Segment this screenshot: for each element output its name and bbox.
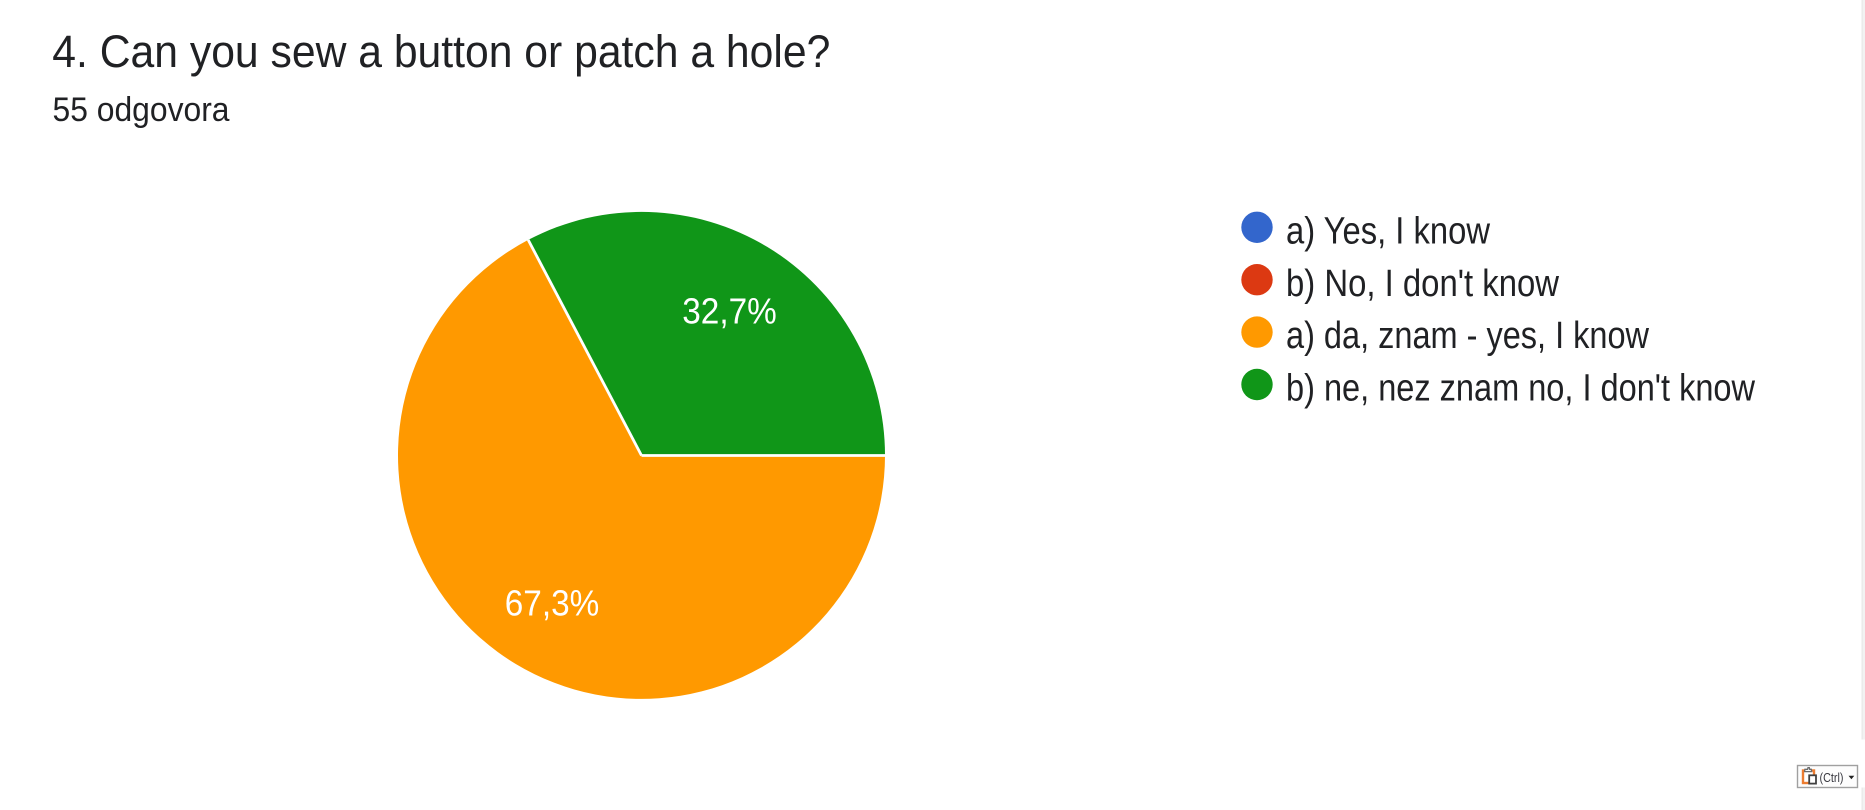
svg-text:4. Can you sew a button or pat: 4. Can you sew a button or patch a hole? <box>52 26 830 77</box>
svg-text:55 odgovora: 55 odgovora <box>53 91 230 129</box>
svg-text:a) da, znam - yes, I know: a) da, znam - yes, I know <box>1286 315 1649 357</box>
svg-text:32,7%: 32,7% <box>682 291 777 332</box>
svg-text:67,3%: 67,3% <box>505 583 600 624</box>
svg-text:(Ctrl): (Ctrl) <box>1820 771 1844 785</box>
svg-text:a) Yes, I know: a) Yes, I know <box>1286 210 1490 252</box>
svg-text:b) ne, nez znam no, I don't kn: b) ne, nez znam no, I don't know <box>1286 368 1755 410</box>
svg-text:b) No, I don't know: b) No, I don't know <box>1286 263 1559 305</box>
